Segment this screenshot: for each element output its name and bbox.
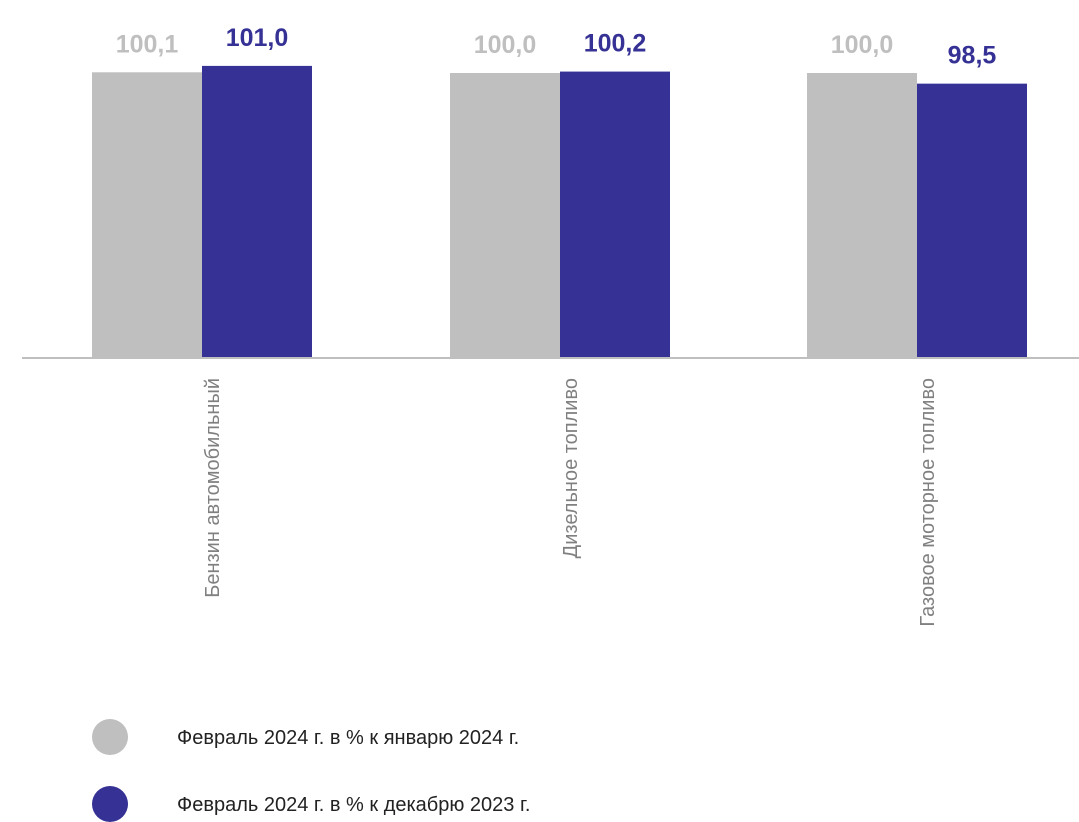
- value-label-1-2: 100,0: [474, 31, 537, 59]
- bar-2-3: [917, 83, 1027, 358]
- legend-marker-1: [92, 719, 128, 755]
- category-label-1: Бензин автомобильный: [202, 378, 224, 598]
- bar-1-3: [807, 73, 917, 357]
- value-labels-layer: 100,1 101,0 100,0 100,2 100,0 98,5: [116, 24, 997, 70]
- legend: Февраль 2024 г. в % к январю 2024 г. Февр…: [92, 719, 530, 822]
- value-label-2-2: 100,2: [584, 30, 647, 58]
- legend-label-2: Февраль 2024 г. в % к декабрю 2023 г.: [177, 794, 530, 816]
- legend-marker-2: [92, 786, 128, 822]
- bar-1-2: [450, 73, 560, 357]
- value-label-2-1: 101,0: [226, 24, 289, 52]
- legend-label-1: Февраль 2024 г. в % к январю 2024 г.: [177, 727, 519, 749]
- category-labels-layer: Бензин автомобильный Дизельное топливо Газ…: [202, 378, 939, 627]
- category-label-3: Газовое моторное топливо: [917, 378, 939, 627]
- category-label-2: Дизельное топливо: [560, 378, 582, 558]
- value-label-1-3: 100,0: [831, 31, 894, 59]
- bar-2-2: [560, 71, 670, 357]
- value-label-1-1: 100,1: [116, 30, 179, 58]
- value-label-2-3: 98,5: [948, 42, 997, 70]
- bar-1-1: [92, 72, 202, 357]
- bars-layer: [92, 65, 1027, 358]
- bar-2-1: [202, 65, 312, 358]
